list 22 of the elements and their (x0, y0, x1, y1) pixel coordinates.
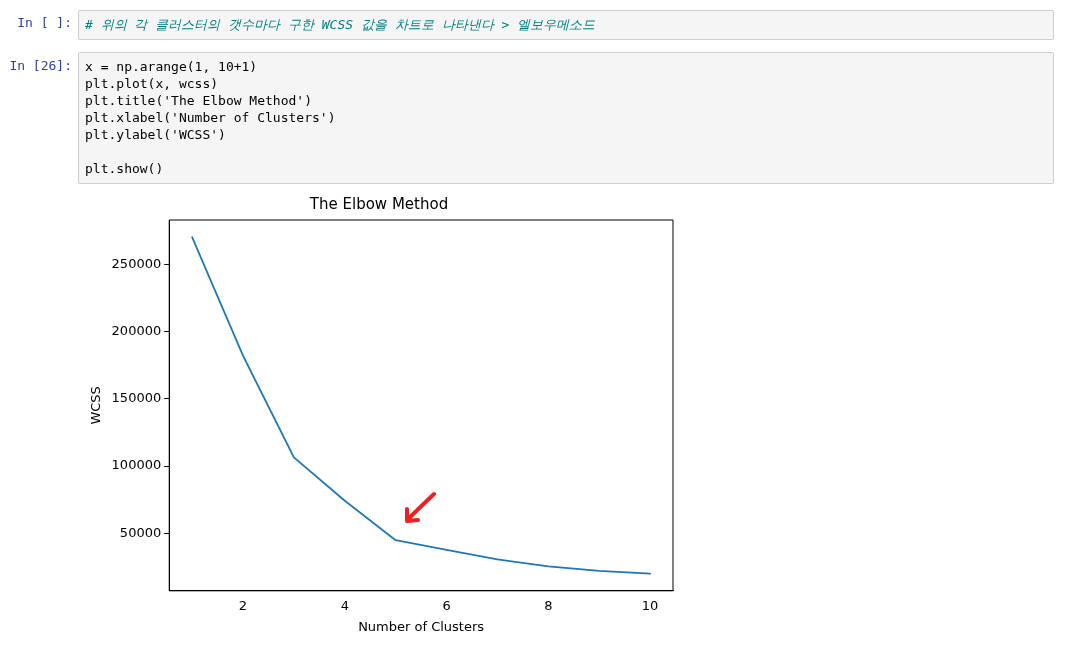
y-tick-label: 200000 (111, 322, 162, 338)
x-tick-label: 10 (641, 597, 659, 613)
y-tick-label: 50000 (119, 524, 162, 540)
text: # 위의 각 클러스터의 갯수마다 구한 WCSS 값을 차트로 나타낸다 > 엘보우메소드 (85, 16, 597, 33)
x-tick-label: 4 (340, 597, 349, 613)
chart-title: The Elbow Method (308, 194, 449, 213)
x-tick-label: 6 (442, 597, 451, 613)
text: plt.xlabel('Number of Clusters') (85, 109, 337, 126)
x-tick-label: 2 (238, 597, 248, 613)
x-tick-label: 8 (544, 597, 553, 613)
text: In [26]: (8, 58, 72, 73)
text: In [ ]: (16, 15, 72, 30)
text: x = np.arange(1, 10+1) (85, 58, 259, 75)
y-tick-label: 100000 (111, 457, 162, 473)
y-axis-title: WCSS (88, 386, 104, 425)
y-tick-label: 250000 (111, 255, 162, 271)
x-axis-title: Number of Clusters (358, 618, 485, 634)
text: plt.title('The Elbow Method') (85, 92, 313, 109)
y-tick-label: 150000 (111, 390, 162, 406)
text: plt.ylabel('WCSS') (85, 126, 227, 143)
text: plt.show() (85, 160, 165, 177)
text: plt.plot(x, wcss) (85, 75, 220, 92)
